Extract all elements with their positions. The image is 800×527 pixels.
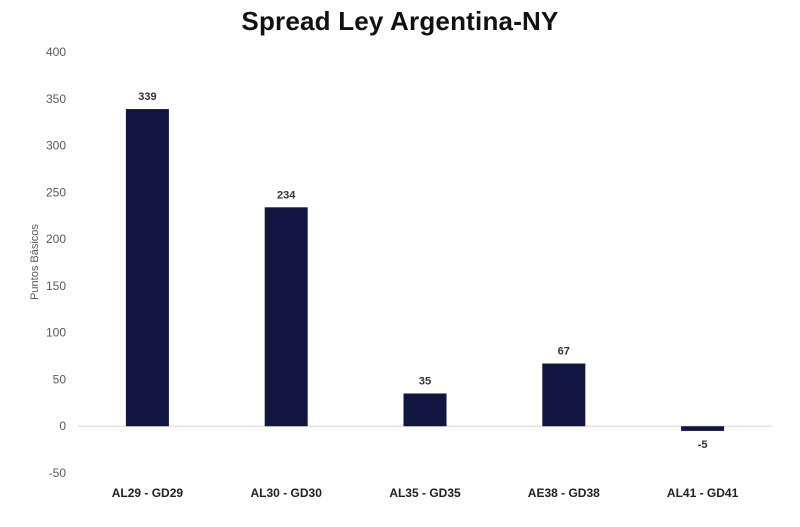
data-label: 234 — [277, 189, 296, 201]
bar — [542, 363, 586, 427]
y-axis-ticks: 400 350 300 250 200 150 100 50 0 -50 — [46, 45, 66, 480]
x-category-label: AL35 - GD35 — [389, 486, 461, 500]
y-tick-label: 0 — [59, 419, 66, 433]
y-tick-label: 300 — [46, 139, 66, 153]
x-category-label: AL30 - GD30 — [251, 486, 323, 500]
y-tick-label: 250 — [46, 185, 66, 199]
bars-group — [125, 109, 725, 431]
y-axis-title: Puntos Básicos — [29, 224, 41, 300]
x-category-label: AL41 - GD41 — [667, 486, 739, 500]
x-category-label: AE38 - GD38 — [528, 486, 600, 500]
y-tick-label: -50 — [49, 466, 67, 480]
y-tick-label: 200 — [46, 232, 66, 246]
y-tick-label: 350 — [46, 92, 66, 106]
chart-title: Spread Ley Argentina-NY — [241, 6, 559, 36]
bar — [403, 393, 447, 427]
x-axis-category-labels: AL29 - GD29 AL30 - GD30 AL35 - GD35 AE38 - … — [112, 486, 739, 500]
y-tick-label: 400 — [46, 45, 66, 59]
x-category-label: AL29 - GD29 — [112, 486, 184, 500]
y-tick-label: 150 — [46, 279, 66, 293]
data-label: 67 — [558, 346, 570, 358]
bar — [125, 109, 169, 427]
y-tick-label: 50 — [53, 372, 67, 386]
y-tick-label: 100 — [46, 326, 66, 340]
data-label: 339 — [138, 91, 156, 103]
data-label: 35 — [419, 375, 431, 387]
data-labels-group: 339 234 35 67 -5 — [138, 91, 707, 451]
bar — [264, 207, 308, 427]
bar — [681, 426, 725, 431]
data-label: -5 — [698, 439, 708, 451]
